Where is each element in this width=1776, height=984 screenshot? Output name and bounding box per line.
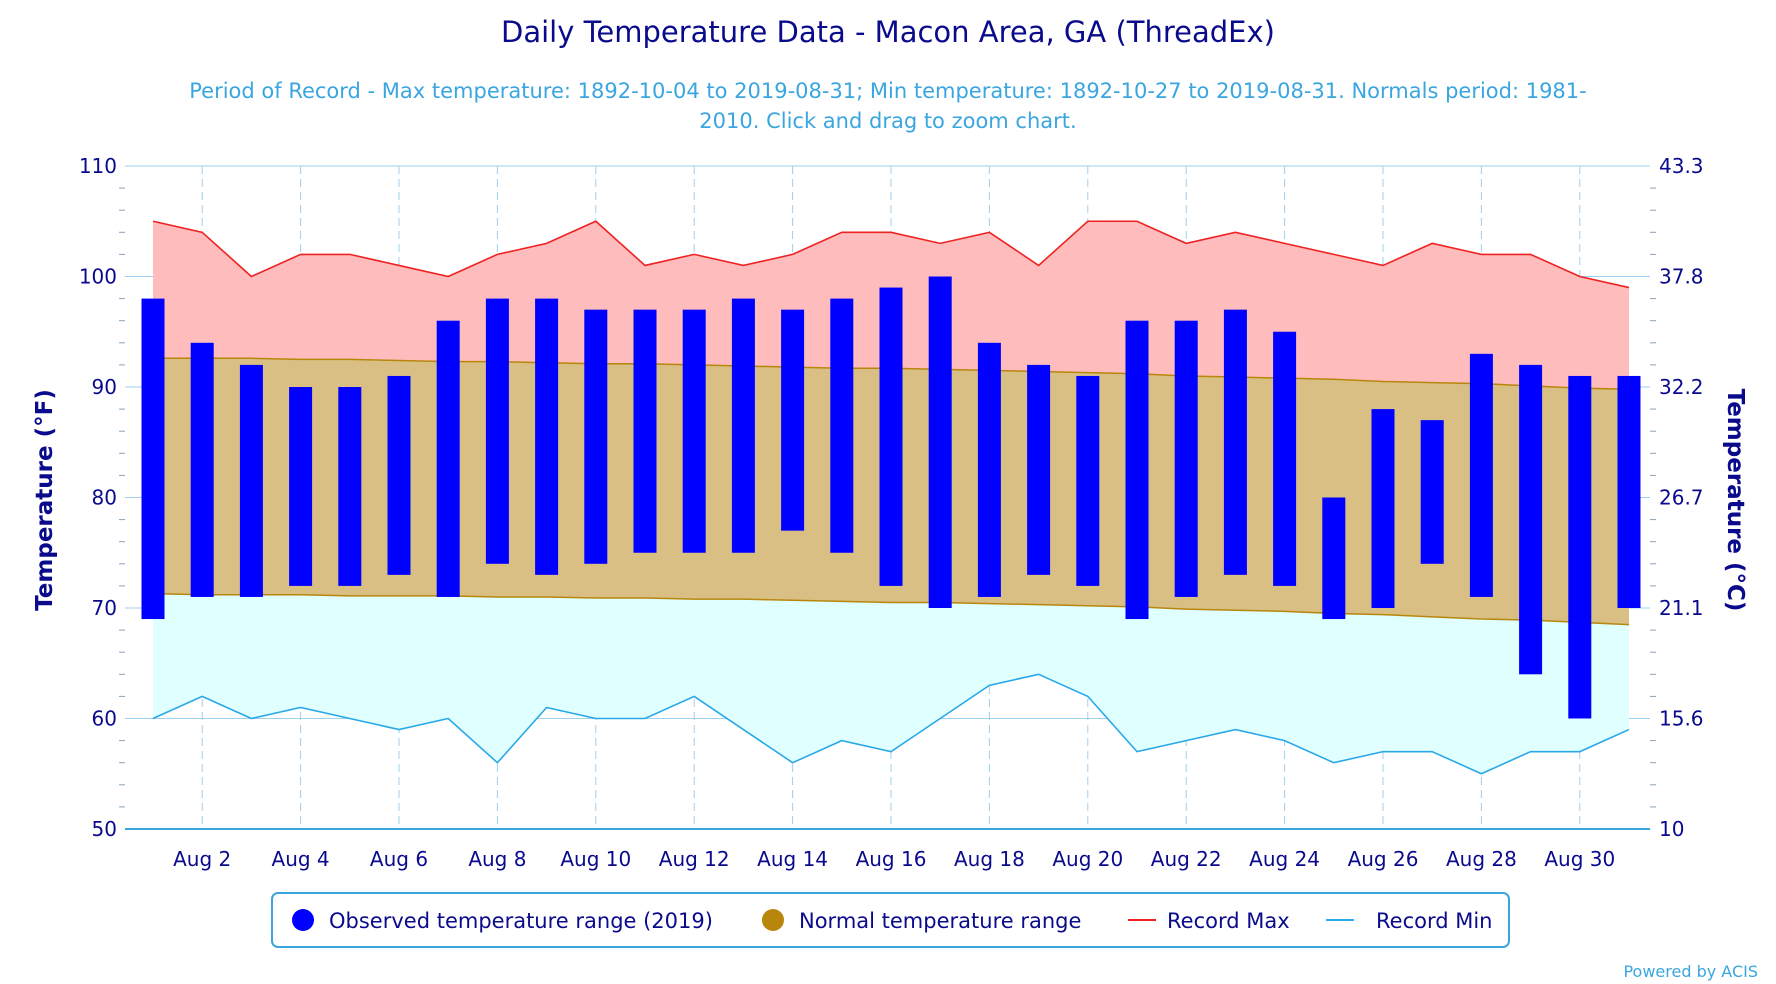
observed-bar[interactable] bbox=[977, 342, 1001, 597]
legend-normal-marker bbox=[762, 909, 784, 931]
legend-record-max-label: Record Max bbox=[1167, 909, 1290, 933]
x-tick-label: Aug 12 bbox=[659, 847, 730, 871]
observed-bar[interactable] bbox=[1076, 375, 1100, 586]
y-tick-label-right: 26.7 bbox=[1659, 486, 1704, 510]
chart-subtitle-line-2: 2010. Click and drag to zoom chart. bbox=[699, 109, 1076, 133]
record-lines bbox=[152, 220, 1630, 775]
observed-bar[interactable] bbox=[1125, 320, 1149, 620]
x-tick-label: Aug 8 bbox=[468, 847, 526, 871]
observed-bars bbox=[141, 276, 1641, 719]
legend-observed-label: Observed temperature range (2019) bbox=[329, 909, 713, 933]
observed-bar[interactable] bbox=[190, 342, 214, 597]
y-tick-label-right: 32.2 bbox=[1659, 375, 1704, 399]
observed-bar[interactable] bbox=[584, 309, 608, 564]
y-tick-label-right: 10 bbox=[1659, 817, 1684, 841]
y-axis-title-left: Temperature (°F) bbox=[32, 389, 58, 611]
x-tick-label: Aug 4 bbox=[272, 847, 330, 871]
y-tick-label-left: 110 bbox=[79, 154, 117, 178]
observed-bar[interactable] bbox=[1174, 320, 1198, 597]
y-tick-label-left: 80 bbox=[92, 486, 117, 510]
legend-item-record-min[interactable]: Record Min bbox=[1326, 909, 1493, 933]
observed-bar[interactable] bbox=[830, 298, 854, 553]
x-tick-label: Aug 18 bbox=[954, 847, 1025, 871]
y-tick-label-right: 15.6 bbox=[1659, 707, 1704, 731]
observed-bar[interactable] bbox=[1322, 497, 1346, 620]
acis-credit-link[interactable]: Powered by ACIS bbox=[1623, 962, 1758, 981]
observed-bar[interactable] bbox=[485, 298, 509, 564]
observed-bar[interactable] bbox=[633, 309, 657, 553]
chart-subtitle-line-1: Period of Record - Max temperature: 1892… bbox=[189, 79, 1586, 103]
observed-bar[interactable] bbox=[239, 364, 263, 597]
observed-bar[interactable] bbox=[928, 276, 952, 609]
observed-bar[interactable] bbox=[338, 387, 362, 586]
y-tick-label-left: 90 bbox=[92, 375, 117, 399]
observed-bar[interactable] bbox=[781, 309, 805, 531]
legend-item-record-max[interactable]: Record Max bbox=[1128, 909, 1290, 933]
x-tick-label: Aug 14 bbox=[757, 847, 828, 871]
observed-bar[interactable] bbox=[1519, 364, 1543, 675]
x-tick-label: Aug 26 bbox=[1348, 847, 1419, 871]
chart-title: Daily Temperature Data - Macon Area, GA … bbox=[501, 15, 1275, 49]
y-tick-label-right: 43.3 bbox=[1659, 154, 1704, 178]
y-tick-label-left: 50 bbox=[92, 817, 117, 841]
observed-bar[interactable] bbox=[1568, 375, 1592, 719]
observed-bar[interactable] bbox=[289, 387, 313, 586]
y-tick-label-left: 70 bbox=[92, 596, 117, 620]
legend-item-normal[interactable]: Normal temperature range bbox=[762, 909, 1081, 933]
observed-bar[interactable] bbox=[387, 375, 411, 575]
legend-box bbox=[271, 892, 1510, 948]
plot-area[interactable]: 50 10 60 15.6 70 21.1 80 26.7 90 32.2 100 37.8 110 43… bbox=[79, 154, 1704, 871]
observed-bar[interactable] bbox=[1027, 364, 1051, 575]
y-tick-label-left: 100 bbox=[79, 265, 117, 289]
axes: 50 10 60 15.6 70 21.1 80 26.7 90 32.2 100 37.8 110 43… bbox=[79, 154, 1704, 871]
observed-bar[interactable] bbox=[879, 287, 903, 586]
x-tick-label: Aug 22 bbox=[1151, 847, 1222, 871]
observed-bar[interactable] bbox=[141, 298, 165, 620]
y-axis-title-right: Temperature (°C) bbox=[1722, 389, 1748, 612]
observed-bar[interactable] bbox=[1223, 309, 1247, 575]
observed-bar[interactable] bbox=[436, 320, 460, 597]
observed-bar[interactable] bbox=[1617, 375, 1641, 608]
record-max-line bbox=[152, 220, 1630, 289]
x-tick-label: Aug 28 bbox=[1446, 847, 1517, 871]
observed-bar[interactable] bbox=[1469, 353, 1493, 597]
legend: Observed temperature range (2019) Normal… bbox=[271, 892, 1510, 948]
legend-record-min-label: Record Min bbox=[1376, 909, 1493, 933]
x-tick-label: Aug 10 bbox=[560, 847, 631, 871]
y-tick-label-left: 60 bbox=[92, 707, 117, 731]
observed-bar[interactable] bbox=[535, 298, 559, 575]
y-tick-label-right: 21.1 bbox=[1659, 596, 1704, 620]
x-tick-label: Aug 20 bbox=[1052, 847, 1123, 871]
normal-low-line bbox=[152, 592, 1630, 626]
record-min-line bbox=[152, 673, 1630, 775]
x-tick-label: Aug 6 bbox=[370, 847, 428, 871]
record-min-area bbox=[153, 593, 1629, 774]
observed-bar[interactable] bbox=[731, 298, 755, 553]
x-tick-label: Aug 16 bbox=[856, 847, 927, 871]
observed-bar[interactable] bbox=[1420, 420, 1444, 564]
legend-observed-marker bbox=[292, 909, 314, 931]
legend-item-observed[interactable]: Observed temperature range (2019) bbox=[292, 909, 713, 933]
legend-normal-label: Normal temperature range bbox=[799, 909, 1081, 933]
x-tick-label: Aug 2 bbox=[173, 847, 231, 871]
x-tick-label: Aug 30 bbox=[1544, 847, 1615, 871]
x-tick-label: Aug 24 bbox=[1249, 847, 1320, 871]
observed-bar[interactable] bbox=[1371, 409, 1395, 608]
observed-bar[interactable] bbox=[682, 309, 706, 553]
observed-bar[interactable] bbox=[1273, 331, 1297, 586]
y-tick-label-right: 37.8 bbox=[1659, 265, 1704, 289]
